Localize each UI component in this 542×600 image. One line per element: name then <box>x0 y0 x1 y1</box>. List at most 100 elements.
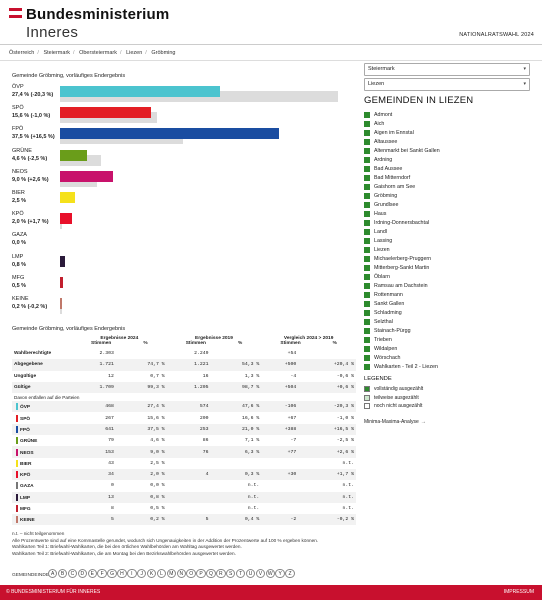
impressum-link[interactable]: IMPRESSUM <box>503 589 534 595</box>
breadcrumb-item[interactable]: Steiermark <box>43 50 71 56</box>
municipality-item[interactable]: Liezen <box>364 245 534 254</box>
municipality-item[interactable]: Mitterberg-Sankt Martin <box>364 263 534 272</box>
index-letter-button[interactable]: W <box>265 569 275 579</box>
municipality-item[interactable]: Grundlsee <box>364 200 534 209</box>
index-letter-button[interactable]: N <box>176 569 186 579</box>
votes-2024: 5 <box>72 514 116 526</box>
row-label: Wahlberechtigte <box>14 351 52 357</box>
index-letter-button[interactable]: V <box>255 569 266 579</box>
municipality-item[interactable]: Schladming <box>364 308 534 317</box>
municipality-item[interactable]: Sankt Gallen <box>364 299 534 308</box>
municipality-item[interactable]: Michaelerberg-Pruggern <box>364 254 534 263</box>
status-square-icon <box>364 111 370 118</box>
logo-line1[interactable]: Bundesministerium <box>26 6 170 23</box>
municipality-item[interactable]: Bad Aussee <box>364 164 534 173</box>
municipality-item[interactable]: Aigen im Ennstal <box>364 128 534 137</box>
legend-swatch-icon <box>364 403 370 410</box>
municipality-item[interactable]: Admont <box>364 110 534 119</box>
party-name: ÖVP <box>20 405 31 411</box>
party-name: GAZA <box>20 484 34 490</box>
index-letter-button[interactable]: O <box>186 569 196 579</box>
municipality-item[interactable]: Ramsau am Dachstein <box>364 281 534 290</box>
breadcrumb-item[interactable]: Obersteiermark <box>79 50 117 56</box>
party-result-label: 0,0 % <box>12 240 27 247</box>
index-letter-button[interactable]: E <box>87 569 97 579</box>
municipality-item[interactable]: Selzthal <box>364 317 534 326</box>
municipality-item[interactable]: Rottenmann <box>364 290 534 299</box>
index-letter-button[interactable]: A <box>48 569 58 579</box>
table-row: Wahlberechtigte 2.303 2.249 +54 <box>12 348 356 359</box>
state-select[interactable]: Steiermark ▾ <box>364 63 530 76</box>
index-letter-button[interactable]: M <box>166 569 177 579</box>
index-letter-button[interactable]: B <box>57 569 68 579</box>
status-square-icon <box>364 246 370 253</box>
breadcrumb-item[interactable]: Liezen <box>126 50 143 56</box>
votes-2024: 153 <box>72 446 116 458</box>
index-letter-button[interactable]: T <box>235 569 246 579</box>
index-letter-button[interactable]: R <box>216 569 226 579</box>
party-color-marker <box>16 493 18 501</box>
municipality-item[interactable]: Haus <box>364 209 534 218</box>
divider <box>0 44 542 45</box>
bar-2024 <box>60 192 75 203</box>
district-select[interactable]: Liezen ▾ <box>364 78 530 91</box>
legend: vollständig ausgezählt teilweise ausgezäh… <box>364 385 423 411</box>
index-letter-button[interactable]: U <box>245 569 256 579</box>
municipality-item[interactable]: Wörschach <box>364 353 534 362</box>
municipality-item[interactable]: Lassing <box>364 236 534 245</box>
breadcrumb-item[interactable]: Österreich <box>9 50 35 56</box>
pct-2019: 0,3 % <box>210 468 262 481</box>
index-letter-button[interactable]: G <box>107 569 117 579</box>
municipality-item[interactable]: Gaishorn am See <box>364 182 534 191</box>
votes-2019: 253 <box>166 423 211 436</box>
pct-2024: 9,0 % <box>115 446 167 458</box>
index-letter-button[interactable]: Y <box>275 569 285 579</box>
index-letter-button[interactable]: I <box>127 569 137 579</box>
index-letter-button[interactable]: C <box>67 569 78 579</box>
index-letter-button[interactable]: Z <box>285 569 295 579</box>
bar-2024 <box>60 107 152 119</box>
index-letter-button[interactable]: K <box>146 569 157 579</box>
municipality-item[interactable]: Altaussee <box>364 137 534 146</box>
municipality-list: Admont Aich Aigen im Ennstal Altaussee Alten… <box>364 110 534 371</box>
index-letter-button[interactable]: P <box>196 569 206 579</box>
index-letter-button[interactable]: L <box>156 569 167 579</box>
pct-diff: -0,6 % <box>336 373 354 379</box>
municipality-item[interactable]: Öblarn <box>364 272 534 281</box>
municipality-name: Trieben <box>374 336 392 343</box>
index-letter-button[interactable]: Q <box>206 569 216 579</box>
municipality-name: Selzthal <box>374 318 393 325</box>
index-letter-button[interactable]: H <box>117 569 127 579</box>
party-result-label: 0,2 % (-0,2 %) <box>12 304 48 310</box>
municipality-item[interactable]: Gröbming <box>364 191 534 200</box>
municipality-item[interactable]: Aich <box>364 119 534 128</box>
minmax-analysis-link[interactable]: Minima-Maxima-Analyse → <box>364 419 426 425</box>
municipality-item[interactable]: Stainach-Pürgg <box>364 326 534 335</box>
party-name: GAZA <box>12 232 27 239</box>
index-letter-button[interactable]: S <box>226 569 236 579</box>
votes-2019 <box>167 503 211 514</box>
municipality-item[interactable]: Bad Mitterndorf <box>364 173 534 182</box>
votes-diff: +388 <box>261 423 299 436</box>
party-name: GRÜNE <box>20 438 38 444</box>
votes-diff: +504 <box>261 381 299 394</box>
index-letter-button[interactable]: F <box>97 569 107 579</box>
status-square-icon <box>364 228 370 235</box>
municipality-item[interactable]: Wahlkarten - Teil 2 - Liezen <box>364 362 534 371</box>
index-letter-button[interactable]: J <box>137 569 147 579</box>
party-color-marker <box>16 471 18 479</box>
votes-2024: 1.721 <box>72 359 116 371</box>
logo-line2[interactable]: Inneres <box>26 24 79 41</box>
index-letter-button[interactable]: D <box>77 569 88 579</box>
municipality-item[interactable]: Trieben <box>364 335 534 344</box>
municipality-item[interactable]: Ardning <box>364 155 534 164</box>
municipality-item[interactable]: Altenmarkt bei Sankt Gallen <box>364 146 534 155</box>
party-result-label: 0,5 % <box>12 282 27 289</box>
votes-2024: 267 <box>105 415 114 421</box>
municipality-item[interactable]: Landl <box>364 227 534 236</box>
pct-diff: -1,0 % <box>336 415 354 421</box>
status-square-icon <box>364 174 370 181</box>
legend-label: noch nicht ausgezählt <box>374 403 423 410</box>
municipality-item[interactable]: Irdning-Donnersbachtal <box>364 218 534 227</box>
municipality-item[interactable]: Wildalpen <box>364 344 534 353</box>
